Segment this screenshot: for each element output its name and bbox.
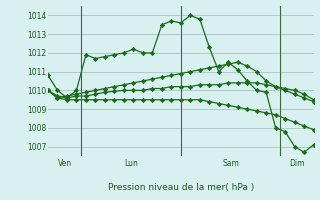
Text: Lun: Lun [124, 159, 138, 168]
Text: Pression niveau de la mer( hPa ): Pression niveau de la mer( hPa ) [108, 183, 254, 192]
Text: Dim: Dim [289, 159, 305, 168]
Text: Sam: Sam [222, 159, 239, 168]
Text: Ven: Ven [58, 159, 72, 168]
